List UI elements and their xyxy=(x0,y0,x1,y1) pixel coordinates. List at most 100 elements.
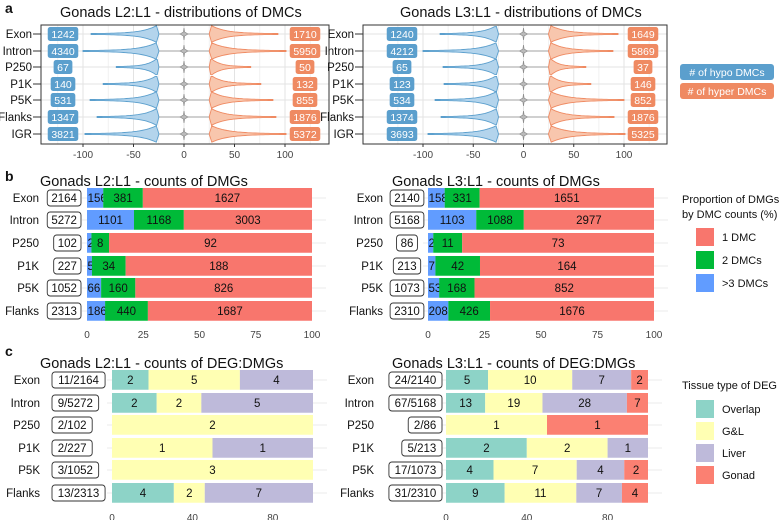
legend-label: 2 DMCs xyxy=(722,255,762,267)
chart-title: Gonads L3:L1 - counts of DMGs xyxy=(392,174,600,190)
x-tick-label: 25 xyxy=(479,330,491,341)
bar-segment xyxy=(446,483,505,503)
total-count-label: 9/5272 xyxy=(58,398,93,410)
hyper-count-label-box xyxy=(630,77,656,91)
bar-segment xyxy=(148,370,240,390)
bar-segment xyxy=(428,188,445,208)
hyper-violin xyxy=(208,76,262,92)
bar-value-label: 1101 xyxy=(98,215,123,227)
bar-value-label: 852 xyxy=(555,283,574,295)
hypo-count-label: 140 xyxy=(54,79,72,91)
total-count-label: 13/2313 xyxy=(58,488,100,500)
x-tick-label: 40 xyxy=(521,513,533,520)
hypo-count-label-box xyxy=(389,93,415,107)
bar-value-label: 826 xyxy=(214,283,233,295)
row-label: IGR xyxy=(334,129,354,141)
hypo-count-label: 531 xyxy=(54,95,72,107)
hypo-count-label-box xyxy=(50,77,76,91)
legend-label: G&L xyxy=(722,426,744,438)
center-violin xyxy=(179,93,189,107)
legend-label: Overlap xyxy=(722,404,761,416)
bar-segment xyxy=(488,370,573,390)
hyper-count-label-box xyxy=(627,44,659,58)
hypo-violin xyxy=(422,42,499,60)
hypo-violin xyxy=(443,76,499,92)
bar-value-label: 7 xyxy=(634,398,640,410)
row-label: Flanks xyxy=(340,488,374,500)
bar-segment xyxy=(125,256,312,276)
row-label: P1K xyxy=(10,79,32,91)
bar-value-label: 158 xyxy=(429,193,448,205)
bar-segment xyxy=(204,483,313,503)
bar-segment xyxy=(479,188,654,208)
hyper-count-label: 5950 xyxy=(293,46,317,58)
bar-value-label: 53 xyxy=(429,283,442,295)
bar-segment xyxy=(135,278,312,298)
hyper-violin xyxy=(208,91,274,109)
legend-swatch xyxy=(696,444,714,462)
row-label: P250 xyxy=(356,238,383,250)
stacked-bar-panel: Gonads L3:L1 - counts of DMGs Exon 2140 158… xyxy=(349,174,668,341)
total-count-label: 2310 xyxy=(394,306,420,318)
bar-value-label: 160 xyxy=(109,283,128,295)
center-violin xyxy=(518,77,529,91)
hypo-count-label: 534 xyxy=(393,95,411,107)
bar-value-label: 4 xyxy=(273,375,280,387)
x-tick-label: 0 xyxy=(521,150,527,161)
bar-value-label: 156 xyxy=(88,193,107,205)
row-label: P1K xyxy=(17,261,39,273)
bar-value-label: 2 xyxy=(209,420,215,432)
bar-segment xyxy=(103,188,143,208)
bar-value-label: 11 xyxy=(442,238,454,250)
center-violin xyxy=(179,110,189,124)
row-label: Exon xyxy=(14,375,40,387)
bar-segment xyxy=(133,210,184,230)
row-label: P5K xyxy=(361,283,383,295)
bar-segment xyxy=(239,370,313,390)
bar-segment xyxy=(446,415,547,435)
center-violin xyxy=(518,44,529,58)
bar-segment xyxy=(476,210,524,230)
bar-segment xyxy=(156,393,202,413)
bar-value-label: 11 xyxy=(535,488,547,500)
legend-title: Proportion of DMGs xyxy=(682,194,780,206)
total-count-label: 5168 xyxy=(394,215,420,227)
bar-segment xyxy=(435,256,480,276)
x-tick-label: 40 xyxy=(187,513,199,520)
chart-title: Gonads L2:L1 - counts of DEG:DMGs xyxy=(40,356,283,372)
legend-label: 1 DMC xyxy=(722,232,756,244)
x-tick-label: 100 xyxy=(616,150,633,161)
bar-value-label: 7 xyxy=(256,488,262,500)
hyper-count-label-box xyxy=(289,127,321,141)
bar-value-label: 1 xyxy=(594,420,600,432)
hypo-violin xyxy=(427,125,499,143)
bar-segment xyxy=(147,301,312,321)
x-tick-label: -100 xyxy=(73,150,93,161)
total-count-box xyxy=(388,394,443,412)
bar-value-label: 1 xyxy=(625,443,631,455)
hypo-count-label-box xyxy=(47,127,79,141)
x-tick-label: 80 xyxy=(602,513,614,520)
hypo-count-label: 3693 xyxy=(390,129,414,141)
bar-segment xyxy=(112,438,213,458)
bar-value-label: 4 xyxy=(632,488,639,500)
bar-value-label: 7 xyxy=(599,375,605,387)
hyper-violin xyxy=(548,42,614,60)
bar-segment xyxy=(504,483,577,503)
total-count-box xyxy=(392,257,422,275)
bar-value-label: 2 xyxy=(483,443,489,455)
bar-value-label: 2 xyxy=(127,375,133,387)
bar-segment xyxy=(428,278,440,298)
total-count-box xyxy=(396,234,418,252)
legend-swatch xyxy=(696,228,714,246)
bar-segment xyxy=(112,415,313,435)
x-tick-label: 25 xyxy=(138,330,150,341)
x-tick-label: 100 xyxy=(304,330,321,341)
bar-value-label: 5 xyxy=(464,375,470,387)
total-count-box xyxy=(388,371,443,389)
row-label: P250 xyxy=(12,238,39,250)
row-label: P5K xyxy=(352,465,374,477)
hypo-count-label: 1240 xyxy=(390,29,414,41)
bar-value-label: 4 xyxy=(140,488,147,500)
